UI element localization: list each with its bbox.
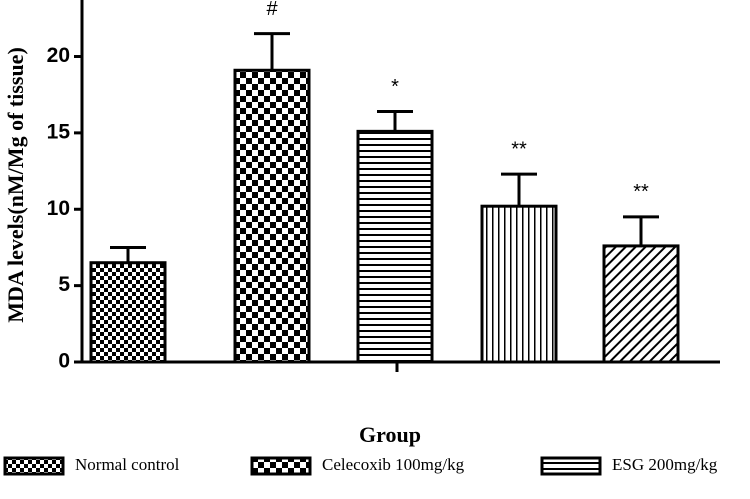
legend-label: ESG 200mg/kg	[612, 455, 718, 474]
bar	[480, 204, 558, 364]
annotation: **	[511, 138, 527, 160]
legend-label: Normal control	[75, 455, 180, 474]
x-axis-label: Group	[359, 422, 421, 447]
y-tick-label: 10	[47, 197, 70, 220]
bar	[356, 129, 434, 364]
y-axis-label: MDA levels(nM/Mg of tissue)	[3, 47, 28, 323]
bar	[89, 261, 167, 364]
y-tick-label: 5	[58, 273, 70, 296]
bar	[602, 244, 680, 364]
annotation: *	[391, 76, 399, 98]
annotation: **	[633, 181, 649, 203]
legend-swatch	[250, 456, 312, 476]
legend-swatch	[540, 456, 602, 476]
y-tick-label: 0	[58, 350, 70, 373]
annotation: #	[266, 0, 278, 20]
bar	[233, 68, 311, 364]
y-tick-label: 15	[47, 120, 71, 143]
legend-swatch	[3, 456, 65, 476]
y-tick-label: 20	[47, 44, 70, 67]
legend-label: Celecoxib 100mg/kg	[322, 455, 465, 474]
